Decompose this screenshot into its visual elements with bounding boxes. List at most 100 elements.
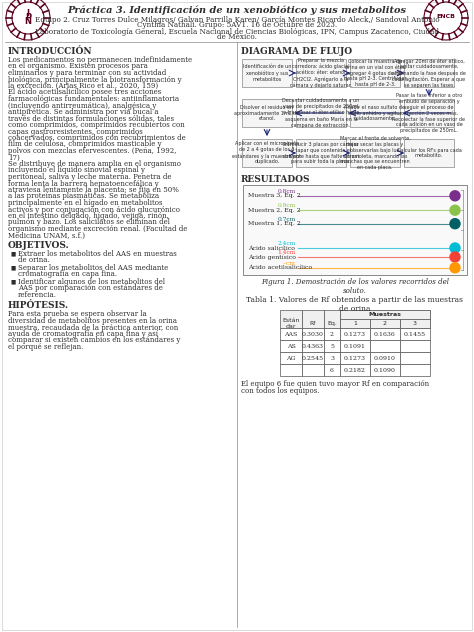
FancyBboxPatch shape xyxy=(296,99,346,127)
Text: 0.1455: 0.1455 xyxy=(404,332,426,336)
Text: P: P xyxy=(25,13,31,23)
Bar xyxy=(324,352,340,364)
Bar xyxy=(280,364,302,376)
Text: 5: 5 xyxy=(330,344,334,348)
Text: Colocar la muestra de
orina en un vial con éter
agregar 4 gotas de HCl
hasta pH : Colocar la muestra de orina en un vial c… xyxy=(344,59,406,87)
Text: Figura 1. Demostración de los valores recorridos del
soluto.: Figura 1. Demostración de los valores re… xyxy=(261,278,449,295)
Text: El ácido acetilsalicílico posee tres acciones: El ácido acetilsalicílico posee tres acc… xyxy=(8,88,161,97)
Bar xyxy=(324,364,340,376)
Text: Introducir 3 placas por cámara
y tapar que contenida el
solvente hasta que falte: Introducir 3 placas por cámara y tapar q… xyxy=(283,142,359,164)
Bar xyxy=(324,328,340,340)
Text: organismo mediante excreción renal. (Facultad de: organismo mediante excreción renal. (Fac… xyxy=(8,225,187,233)
Text: ENCB: ENCB xyxy=(437,13,456,18)
Circle shape xyxy=(450,191,460,201)
Text: muestra, recaudada de la práctica anterior, con: muestra, recaudada de la práctica anteri… xyxy=(8,324,178,332)
Text: Agregar 20ml de éter etílico,
agitar cuidadosamente,
alternando la fase después : Agregar 20ml de éter etílico, agitar cui… xyxy=(392,58,466,88)
Text: Pasar la fase inferior a otro
embudo de separación y
seguir el proceso de
extrac: Pasar la fase inferior a otro embudo de … xyxy=(392,93,465,133)
Text: ■: ■ xyxy=(11,265,16,270)
Text: comparar si existen cambios en los estándares y: comparar si existen cambios en los están… xyxy=(8,336,181,344)
Text: N: N xyxy=(25,18,31,27)
Text: HIPÓTESIS.: HIPÓTESIS. xyxy=(8,301,69,310)
Bar xyxy=(243,185,467,275)
FancyBboxPatch shape xyxy=(296,59,346,87)
Text: la excreción. (Arias Rico et al., 2020, 159): la excreción. (Arias Rico et al., 2020, … xyxy=(8,82,158,90)
Bar xyxy=(370,328,400,340)
Bar xyxy=(340,328,370,340)
Text: Identificación de un
xenobiótico y sus
metabolitos: Identificación de un xenobiótico y sus m… xyxy=(243,64,291,82)
Text: con todos los equipos.: con todos los equipos. xyxy=(241,387,319,395)
Text: ■: ■ xyxy=(11,279,16,284)
Text: AAS: AAS xyxy=(284,332,298,336)
Text: OBJETIVOS.: OBJETIVOS. xyxy=(8,241,70,250)
Text: Muestra 1, Eq. 2: Muestra 1, Eq. 2 xyxy=(248,221,301,226)
Text: Práctica 3. Identificación de un xenobiótico y sus metabolitos: Práctica 3. Identificación de un xenobió… xyxy=(67,5,407,15)
Bar xyxy=(340,310,430,319)
Bar xyxy=(370,352,400,364)
Bar xyxy=(302,328,324,340)
Text: 0.8cm: 0.8cm xyxy=(278,189,296,194)
Bar xyxy=(370,340,400,352)
Bar xyxy=(302,352,324,364)
Text: eliminarlos y para terminar con su actividad: eliminarlos y para terminar con su activ… xyxy=(8,69,166,77)
Text: 0.1273: 0.1273 xyxy=(344,332,366,336)
Text: AG: AG xyxy=(286,355,296,360)
Bar xyxy=(400,310,430,328)
Text: peritoneal, saliva y leche materna. Penetra de: peritoneal, saliva y leche materna. Pene… xyxy=(8,173,172,181)
Text: 0.1091: 0.1091 xyxy=(344,344,366,348)
Text: el porqué se reflejan.: el porqué se reflejan. xyxy=(8,343,83,351)
Text: I: I xyxy=(27,9,29,18)
Bar xyxy=(324,340,340,352)
Text: Extraer los metabolitos del AAS en muestras: Extraer los metabolitos del AAS en muest… xyxy=(18,250,177,258)
Text: 1: 1 xyxy=(353,321,357,326)
Bar xyxy=(340,352,370,364)
Bar xyxy=(370,319,400,328)
Bar xyxy=(370,364,400,376)
Text: 1.4cm: 1.4cm xyxy=(278,250,296,255)
Text: forma lenta la barrera hematoencefálica y: forma lenta la barrera hematoencefálica … xyxy=(8,179,159,188)
Text: cromatografía en capa fina.: cromatografía en capa fina. xyxy=(18,270,117,279)
Bar xyxy=(280,340,302,352)
Bar xyxy=(302,364,324,376)
Circle shape xyxy=(450,252,460,262)
Text: como comprimidos, comprimidos recubiertos con: como comprimidos, comprimidos recubierto… xyxy=(8,121,185,129)
Bar xyxy=(340,364,370,376)
Text: través de distintas formulaciones sólidas, tales: través de distintas formulaciones sólida… xyxy=(8,114,174,123)
Bar xyxy=(400,364,430,376)
Text: Ácido acetilsalicílico: Ácido acetilsalicílico xyxy=(248,265,312,270)
Bar xyxy=(302,340,324,352)
Bar xyxy=(280,352,302,364)
Text: 0.2182: 0.2182 xyxy=(344,367,366,372)
Text: Los medicamentos no permanecen indefinidamente: Los medicamentos no permanecen indefinid… xyxy=(8,56,192,64)
Circle shape xyxy=(450,205,460,216)
Text: Laboratorio de Toxicología General, Escuela Nacional de Ciencias Biológicas, IPN: Laboratorio de Toxicología General, Escu… xyxy=(35,28,439,36)
Text: diversidad de metabolitos presentes en la orina: diversidad de metabolitos presentes en l… xyxy=(8,317,177,325)
Text: activos y por conjugación con ácido glucurónico: activos y por conjugación con ácido gluc… xyxy=(8,205,180,214)
Text: AAS por comparación con estándares de: AAS por comparación con estándares de xyxy=(18,284,163,293)
Text: Eq.: Eq. xyxy=(327,321,337,326)
Text: en el organismo. Existen procesos para: en el organismo. Existen procesos para xyxy=(8,63,148,71)
Text: 0.4363: 0.4363 xyxy=(302,344,324,348)
Text: Rf: Rf xyxy=(310,321,316,326)
Text: pulmón y bazo. Los salicilatos se eliminan del: pulmón y bazo. Los salicilatos se elimin… xyxy=(8,219,170,226)
Text: incluyendo el líquido sinovial espinal y: incluyendo el líquido sinovial espinal y xyxy=(8,166,145,174)
Text: 3: 3 xyxy=(413,321,417,326)
Text: en el intestino delgado, hígado, vejiga, riñón,: en el intestino delgado, hígado, vejiga,… xyxy=(8,212,169,220)
Text: Para esta prueba se espera observar la: Para esta prueba se espera observar la xyxy=(8,310,147,319)
Bar xyxy=(302,310,324,328)
Circle shape xyxy=(450,219,460,229)
Text: Muestra 3, Eq. 2: Muestra 3, Eq. 2 xyxy=(248,193,301,198)
FancyBboxPatch shape xyxy=(350,59,400,87)
Circle shape xyxy=(450,263,460,273)
Bar xyxy=(324,310,340,328)
Text: ayuda de cromatografía en capa fina y así: ayuda de cromatografía en capa fina y as… xyxy=(8,330,158,338)
Bar xyxy=(400,328,430,340)
Text: a las proteínas plasmáticas. Se metaboliza: a las proteínas plasmáticas. Se metaboli… xyxy=(8,193,159,200)
Text: Identificar algunos de los metabolitos del: Identificar algunos de los metabolitos d… xyxy=(18,278,165,286)
Text: 0.1636: 0.1636 xyxy=(374,332,396,336)
Circle shape xyxy=(450,243,460,253)
Text: 0.3030: 0.3030 xyxy=(302,332,324,336)
Text: film de celulosa, comprimidos masticable y: film de celulosa, comprimidos masticable… xyxy=(8,140,162,149)
Text: Cynthia Nathali. Grupo: 5AV1. 16 de Octubre de 2023.: Cynthia Nathali. Grupo: 5AV1. 16 de Octu… xyxy=(137,21,337,29)
Text: Se distribuye de manera amplia en el organismo: Se distribuye de manera amplia en el org… xyxy=(8,160,181,168)
Text: Medicina UNAM, s.f.): Medicina UNAM, s.f.) xyxy=(8,231,85,240)
